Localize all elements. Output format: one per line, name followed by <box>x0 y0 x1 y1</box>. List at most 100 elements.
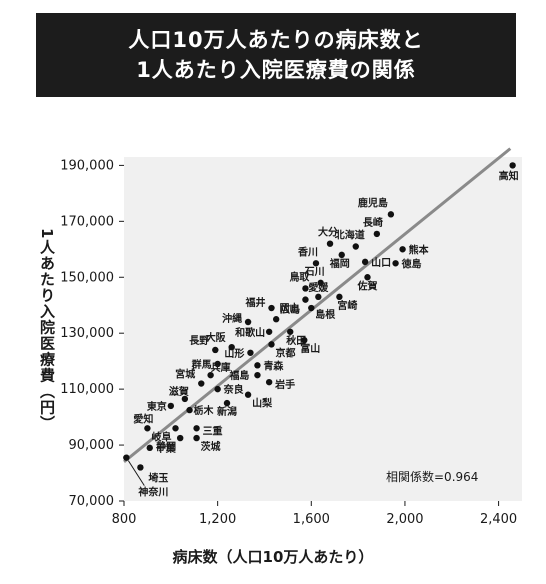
chart-title-line-2: 1人あたり入院医療費の関係 <box>136 58 416 82</box>
data-point <box>399 246 406 253</box>
data-point <box>265 328 273 335</box>
data-point-label: 長崎 <box>363 216 383 229</box>
data-point <box>254 362 261 369</box>
data-point <box>392 260 399 267</box>
data-point-label: 静岡 <box>156 440 176 453</box>
data-point <box>214 385 221 393</box>
data-point <box>509 162 516 169</box>
data-point <box>176 434 184 442</box>
data-point <box>268 304 275 312</box>
data-point-label: 富山 <box>300 342 320 355</box>
data-point-label: 福井 <box>244 296 265 309</box>
leader-line <box>127 460 145 486</box>
data-point-label: 宮崎 <box>337 299 357 312</box>
data-point <box>302 285 309 292</box>
x-tick-label: 800 <box>112 512 137 527</box>
plot-area <box>124 157 522 501</box>
data-point-label: 兵庫 <box>211 361 231 374</box>
data-point <box>287 328 294 335</box>
data-point-label: 徳島 <box>401 257 422 270</box>
data-point <box>186 406 193 414</box>
data-point-label: 愛知 <box>133 412 153 425</box>
data-point-label: 広島 <box>280 303 300 316</box>
data-point-label: 新潟 <box>217 405 237 418</box>
data-point <box>167 402 175 410</box>
x-axis-label: 病床数（人口10万人あたり） <box>172 548 374 566</box>
y-tick-label: 150,000 <box>60 270 114 285</box>
data-point <box>223 399 231 407</box>
data-point-label: 和歌山 <box>234 326 265 339</box>
x-tick-label: 1,600 <box>293 512 330 527</box>
data-point-label: 岐阜 <box>152 430 172 443</box>
data-point-label: 石川 <box>304 266 325 278</box>
data-point-label: 宮城 <box>175 368 195 381</box>
data-point <box>338 251 345 259</box>
data-point-label: 大分 <box>318 226 338 239</box>
y-tick-label: 130,000 <box>60 326 114 341</box>
correlation-annotation: 相関係数=0.964 <box>386 469 478 484</box>
y-tick-label: 110,000 <box>60 382 114 397</box>
data-point-label: 島根 <box>315 308 335 321</box>
data-point <box>244 391 252 398</box>
chart-title-box: 人口10万人あたりの病床数と 1人あたり入院医療費の関係 <box>36 13 516 97</box>
data-point <box>181 395 189 403</box>
data-point-label: 鳥取 <box>289 270 310 283</box>
data-point-label: 青森 <box>263 359 284 372</box>
data-point-label: 三重 <box>203 424 223 437</box>
y-tick-label: 90,000 <box>69 438 115 453</box>
data-point-label: 香川 <box>298 245 318 258</box>
data-point <box>302 296 309 303</box>
data-point-label: 山梨 <box>252 397 273 410</box>
data-point-label: 山形 <box>224 347 244 360</box>
chart-title-line-1: 人口10万人あたりの病床数と <box>128 28 424 52</box>
data-point <box>212 346 219 354</box>
data-point <box>301 336 308 344</box>
data-point-label: 高知 <box>499 169 519 182</box>
data-point-label: 鹿児島 <box>358 196 388 209</box>
x-tick-label: 2,000 <box>386 512 423 527</box>
data-point-label: 山口 <box>371 256 391 269</box>
data-point-label: 群馬 <box>192 358 212 371</box>
data-point <box>326 240 334 247</box>
data-point <box>268 341 275 348</box>
data-point-label: 岩手 <box>274 378 295 391</box>
data-point <box>137 464 144 471</box>
data-point <box>272 316 280 323</box>
data-point <box>364 274 371 281</box>
data-point <box>214 360 221 368</box>
data-point <box>312 260 320 267</box>
data-point <box>308 304 315 312</box>
data-point <box>228 343 235 351</box>
data-point-label: 茨城 <box>201 440 221 453</box>
data-point <box>172 425 179 432</box>
data-point-label: 長野 <box>189 335 209 347</box>
data-point <box>247 349 254 356</box>
data-point <box>317 279 324 287</box>
y-tick-label: 70,000 <box>69 494 115 509</box>
data-point-label: 京都 <box>275 346 295 359</box>
data-point <box>144 425 151 432</box>
x-tick-label: 2,400 <box>480 512 517 527</box>
data-point-label: 神奈川 <box>138 486 168 499</box>
data-point-label: 熊本 <box>409 243 430 256</box>
data-point <box>265 378 273 386</box>
data-point-label: 沖縄 <box>222 312 242 325</box>
data-point <box>254 371 261 379</box>
y-tick-label: 190,000 <box>60 158 114 173</box>
data-point <box>336 293 343 301</box>
data-point-label: 北海道 <box>335 228 365 241</box>
data-point-label: 佐賀 <box>356 279 377 292</box>
data-point-label: 奈良 <box>223 383 244 396</box>
data-point <box>373 230 381 238</box>
data-point <box>244 318 252 326</box>
data-point <box>193 425 200 432</box>
data-point <box>198 380 205 387</box>
data-point <box>207 371 214 379</box>
x-tick-label: 1,200 <box>199 512 236 527</box>
data-point-label: 福島 <box>228 369 249 382</box>
data-point-label: 大阪 <box>206 331 227 344</box>
data-point-label: 福岡 <box>329 257 350 270</box>
data-point-label: 東京 <box>147 400 167 413</box>
data-point-label: 栃木 <box>194 404 215 417</box>
